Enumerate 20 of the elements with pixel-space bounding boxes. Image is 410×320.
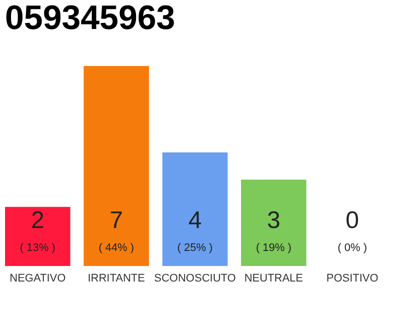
- chart-title: 059345963: [5, 0, 176, 37]
- annotation: 3: [266, 207, 280, 234]
- annotation: 4: [188, 207, 202, 234]
- x-tick-label: IRRITANTE: [88, 272, 145, 284]
- bar: [241, 180, 306, 266]
- bar: [162, 152, 228, 266]
- annotation: 0: [346, 207, 360, 234]
- x-tick-label: POSITIVO: [326, 272, 379, 284]
- annotation: 2: [30, 207, 44, 234]
- bar: [5, 206, 70, 266]
- x-tick-label: NEUTRALE: [244, 272, 304, 284]
- x-tick-label: SCONOSCIUTO: [154, 272, 236, 284]
- data-label: ( 0% ): [338, 242, 368, 254]
- x-tick-label: NEGATIVO: [10, 272, 66, 284]
- data-label: ( 13% ): [20, 242, 56, 254]
- data-label: ( 25% ): [177, 242, 213, 254]
- annotation: 7: [110, 207, 124, 234]
- data-label: ( 44% ): [98, 242, 134, 254]
- data-label: ( 19% ): [256, 242, 292, 254]
- bar: [84, 66, 149, 266]
